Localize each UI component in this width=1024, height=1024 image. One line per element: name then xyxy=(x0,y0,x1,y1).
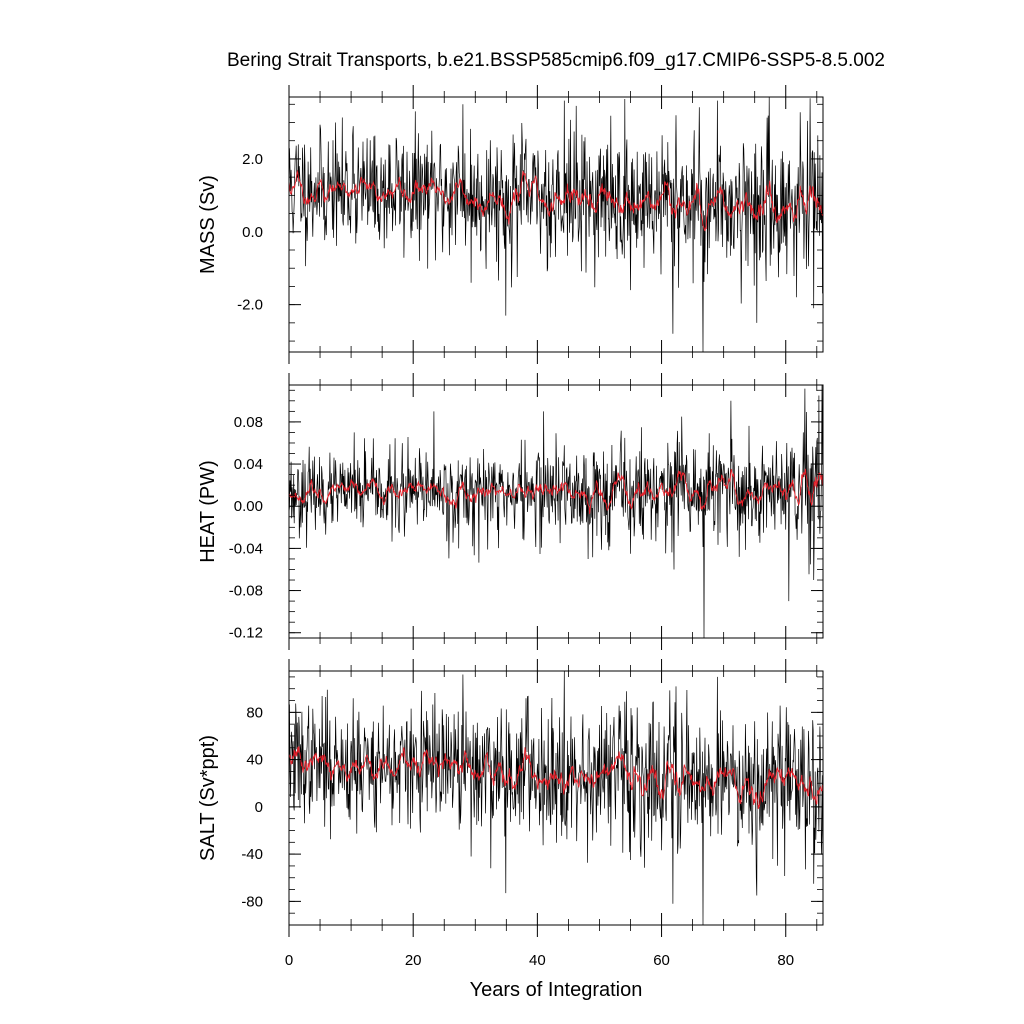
smoothed-series-line xyxy=(288,169,823,232)
y-axis-label: SALT (Sv*ppt) xyxy=(197,735,219,861)
y-tick-label: -0.04 xyxy=(229,540,263,557)
raw-series-line xyxy=(288,384,823,639)
smoothed-series-line xyxy=(288,746,823,810)
smoothed-series-line xyxy=(288,468,823,515)
y-tick-label: 80 xyxy=(246,704,263,721)
y-tick-label: 2.0 xyxy=(242,151,263,168)
x-axis-label: Years of Integration xyxy=(470,979,643,1001)
x-tick-label: 0 xyxy=(285,952,293,969)
y-tick-label: 0.00 xyxy=(234,498,263,515)
y-tick-label: -80 xyxy=(241,893,263,910)
y-axis-label: HEAT (PW) xyxy=(197,460,219,563)
y-tick-label: -40 xyxy=(241,846,263,863)
plot-frame xyxy=(288,384,824,639)
x-tick-label: 80 xyxy=(777,952,794,969)
panel-mass: -2.0 0.0 2.0 MASS (Sv) xyxy=(197,85,824,364)
chart-title: Bering Strait Transports, b.e21.BSSP585c… xyxy=(227,50,885,71)
panel-heat: -0.12 -0.08 -0.04 0.00 0.04 0.08 HEAT (PW) xyxy=(197,373,824,650)
panel-salt: -80 -40 0 40 80 SALT (Sv*ppt) 0 20 40 60 80 xyxy=(197,659,824,969)
panels: -2.0 0.0 2.0 MASS (Sv) -0.12 -0.08 -0.04 0.00 0.… xyxy=(197,85,824,969)
y-tick-label: 0.04 xyxy=(234,456,263,473)
y-tick-label: 0.0 xyxy=(242,224,263,241)
y-tick-label: -2.0 xyxy=(237,297,263,314)
raw-series-line xyxy=(288,97,823,353)
y-tick-label: 0 xyxy=(255,799,263,816)
x-tick-label: 40 xyxy=(529,952,546,969)
plot-frame xyxy=(288,670,824,926)
y-tick-label: 40 xyxy=(246,752,263,769)
y-tick-label: -0.08 xyxy=(229,583,263,600)
x-tick-label: 20 xyxy=(405,952,422,969)
x-tick-label: 60 xyxy=(653,952,670,969)
y-tick-label: 0.08 xyxy=(234,414,263,431)
y-axis-label: MASS (Sv) xyxy=(197,175,219,274)
raw-series-line xyxy=(288,670,823,926)
plot-frame xyxy=(288,96,824,353)
y-tick-label: -0.12 xyxy=(229,625,263,642)
